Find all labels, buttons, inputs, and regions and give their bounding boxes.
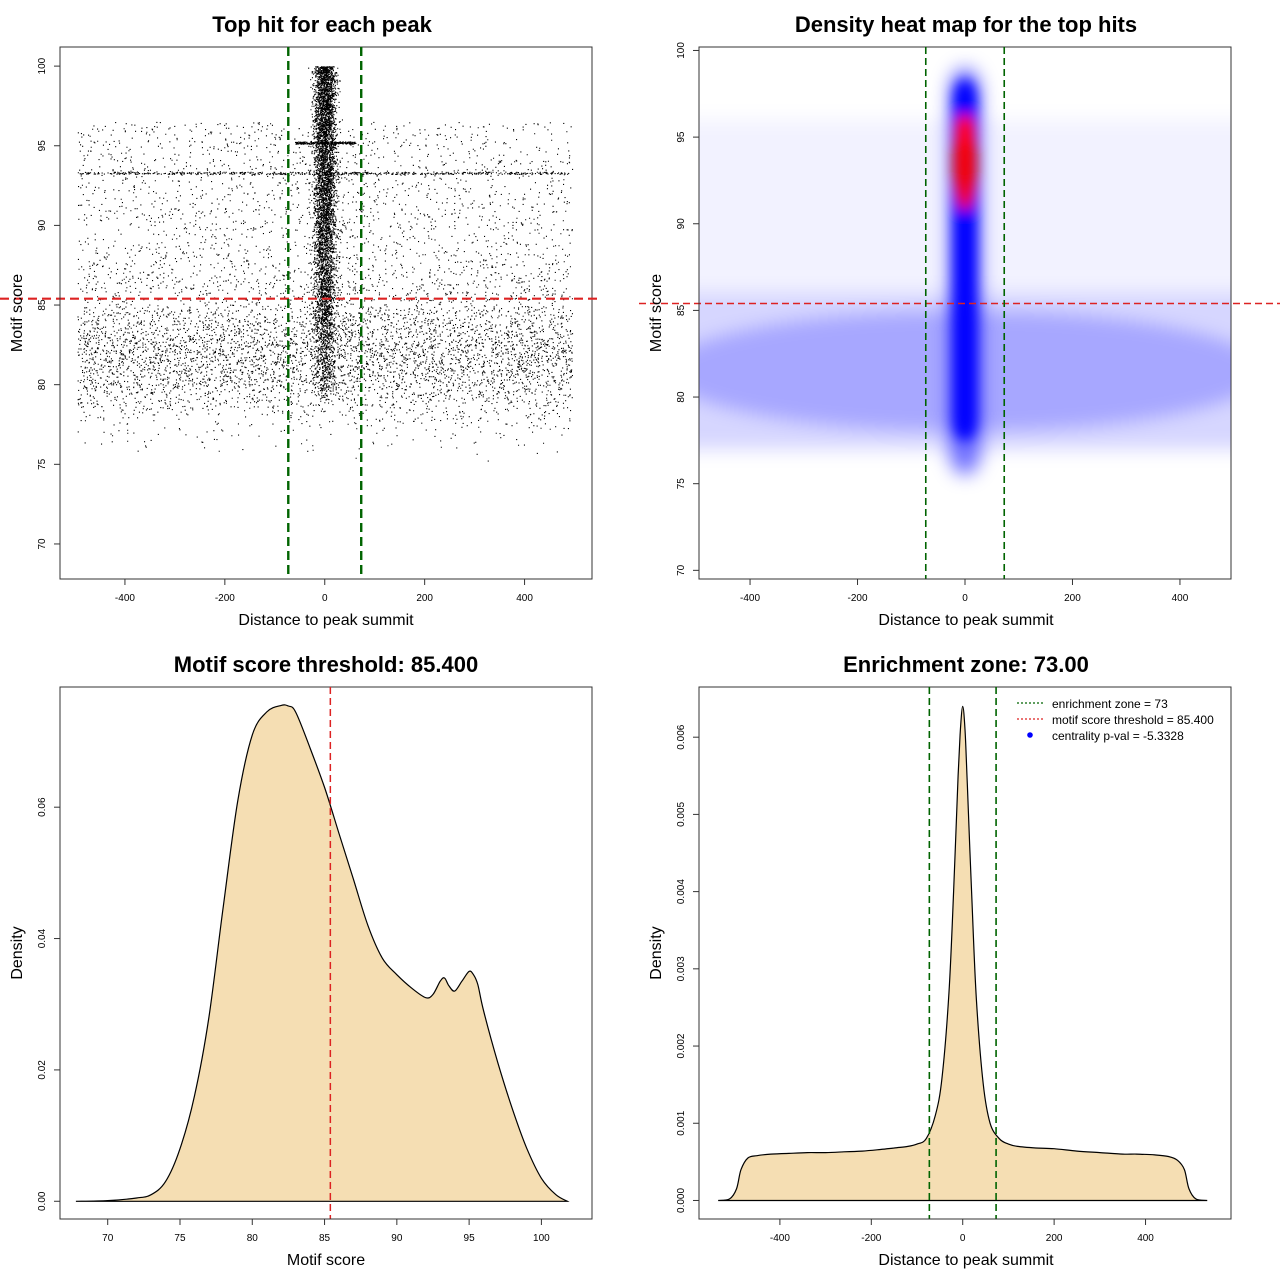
y-tick-label: 0.001 [676,1110,687,1135]
x-tick-label: -400 [770,1233,790,1244]
x-tick-label: 75 [174,1233,186,1244]
x-axis-label: Motif score [287,1252,365,1269]
legend-label-threshold: motif score threshold = 85.400 [1052,713,1214,727]
legend-label-zone: enrichment zone = 73 [1052,697,1168,711]
panel-distance-density: Enrichment zone: 73.00 -400 -200 0 200 400 0… [648,652,1232,1269]
x-tick-label: 70 [102,1233,114,1244]
density-area [718,705,1208,1202]
heatmap-density [699,67,1231,476]
chart-title: Density heat map for the top hits [795,12,1137,37]
panel-scatter: Top hit for each peak -400 -200 0 200 400 70… [0,12,600,629]
y-tick-label: 0.02 [37,1060,48,1080]
x-axis-label: Distance to peak summit [878,1252,1054,1269]
chart-title: Enrichment zone: 73.00 [843,652,1089,677]
x-axis-label: Distance to peak summit [238,612,414,629]
y-axis-label: Motif score [648,274,665,352]
x-tick-label: 200 [416,593,433,604]
x-tick-label: -200 [848,593,868,604]
y-tick-label: 85 [37,299,48,311]
y-axis: 0.000 0.001 0.002 0.003 0.004 0.005 0.006 [676,724,700,1213]
x-tick-label: -400 [740,593,760,604]
y-axis: 70 75 80 85 90 95 100 [676,42,700,576]
y-tick-label: 70 [37,538,48,550]
x-tick-label: -400 [115,593,135,604]
y-tick-label: 85 [676,304,687,316]
x-tick-label: 400 [1172,593,1189,604]
y-tick-label: 75 [37,458,48,470]
y-tick-label: 0.004 [676,879,687,904]
chart-title: Top hit for each peak [212,12,432,37]
x-axis: 70 75 80 85 90 95 100 [102,1218,550,1244]
scatter-point-cloud [77,66,574,462]
x-tick-label: 0 [960,1233,966,1244]
x-tick-label: 400 [516,593,533,604]
x-axis-label: Distance to peak summit [878,612,1054,629]
y-tick-label: 90 [37,219,48,231]
x-tick-label: 100 [533,1233,550,1244]
y-tick-label: 100 [676,42,687,59]
scatter-points [77,66,574,462]
y-tick-label: 95 [676,131,687,143]
x-axis: -400 -200 0 200 400 [115,578,533,604]
y-axis: 0.00 0.02 0.04 0.06 [37,797,61,1211]
x-tick-label: 200 [1064,593,1081,604]
y-tick-label: 0.005 [676,801,687,826]
heat-peak-core [955,113,975,150]
y-axis: 70 75 80 85 90 95 100 [37,57,61,550]
x-tick-label: 200 [1046,1233,1063,1244]
y-tick-label: 75 [676,478,687,490]
x-tick-label: -200 [215,593,235,604]
x-axis: -400 -200 0 200 400 [740,578,1189,604]
y-tick-label: 80 [676,391,687,403]
x-tick-label: 0 [322,593,328,604]
x-tick-label: 90 [391,1233,403,1244]
y-tick-label: 0.06 [37,797,48,817]
y-tick-label: 90 [676,218,687,230]
x-tick-label: 0 [962,593,968,604]
x-tick-label: 95 [464,1233,476,1244]
y-tick-label: 0.04 [37,928,48,948]
y-tick-label: 0.006 [676,724,687,749]
y-tick-label: 95 [37,140,48,152]
legend-swatch-pval [1027,732,1033,738]
x-tick-label: 80 [247,1233,259,1244]
y-tick-label: 70 [676,564,687,576]
legend: enrichment zone = 73 motif score thresho… [1017,697,1214,743]
y-tick-label: 100 [37,57,48,74]
y-tick-label: 0.002 [676,1033,687,1058]
chart-title: Motif score threshold: 85.400 [174,652,478,677]
y-tick-label: 0.003 [676,956,687,981]
y-axis-label: Density [9,926,26,979]
legend-label-pval: centrality p-val = -5.3328 [1052,729,1184,743]
x-tick-label: 85 [319,1233,331,1244]
y-tick-label: 0.00 [37,1191,48,1211]
x-axis: -400 -200 0 200 400 [770,1218,1154,1244]
y-axis-label: Motif score [9,274,26,352]
x-tick-label: -200 [861,1233,881,1244]
y-tick-label: 80 [37,379,48,391]
density-area [75,704,570,1202]
panel-heatmap: Density heat map for the top hits -400 -2… [639,12,1280,629]
y-tick-label: 0.000 [676,1188,687,1213]
panel-score-density: Motif score threshold: 85.400 70 75 80 85 90… [9,652,593,1269]
x-tick-label: 400 [1137,1233,1154,1244]
y-axis-label: Density [648,926,665,979]
